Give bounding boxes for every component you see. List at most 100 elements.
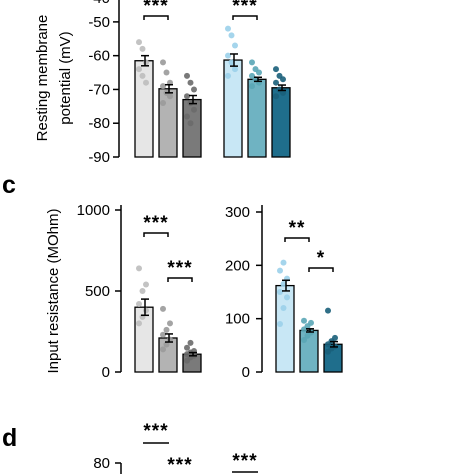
panel-c-left-sig-label: *** [167, 258, 192, 279]
panel-b-blue-point [273, 66, 279, 73]
panel-c-left-point [143, 307, 149, 314]
panel-b-gray-sig-label: *** [143, 0, 168, 17]
panel-c-right-point [308, 319, 314, 326]
panel-b-group-gray: *** [134, 0, 202, 158]
panel-c-left-bars: *** *** [134, 213, 202, 373]
panel-b-gray-point [191, 86, 197, 93]
panel-c-left-point [163, 341, 170, 348]
panel-b-y-axis: -90 -80 -70 -60 -50 -40 [88, 0, 120, 166]
panel-b-blue-point [228, 59, 235, 66]
panel-b-blue-point [225, 25, 231, 32]
panel-c-left-point [163, 326, 170, 333]
panel-d-sig-3: *** [232, 451, 257, 472]
panel-b-y-tick-label: -50 [88, 14, 110, 31]
panel-c-left-y-tick-label: 0 [102, 364, 110, 381]
panel-c-left-point [136, 265, 142, 272]
panel-b-y-tick-label: -80 [88, 115, 110, 132]
panel-b-blue-sig-bracket [232, 15, 258, 20]
panel-c-left-point [136, 300, 142, 307]
panel-b-blue-point [280, 76, 286, 83]
panel-b-gray-sig-bracket [143, 15, 169, 20]
panel-c-right-point [301, 317, 307, 324]
panel-c-left-point [160, 346, 166, 353]
panel-c-right-y-tick-label: 200 [225, 257, 250, 274]
panel-b-blue-point [232, 42, 238, 49]
panel-b: Resting membrane potential (mV) -90 -80 -7… [34, 0, 291, 166]
panel-d: d 80 *** *** *** [2, 421, 258, 474]
panel-b-blue-point [249, 83, 255, 90]
panel-b-blue-point [273, 93, 279, 100]
panel-c-right-point [325, 307, 331, 314]
panel-c-left-y-axis: 0 500 1000 [77, 202, 122, 381]
panel-b-blue-sig-label: *** [232, 0, 257, 17]
panel-c-right-point [277, 321, 283, 327]
panel-c-left-point [160, 331, 166, 338]
panel-c-right-point [280, 259, 287, 266]
panel-c-right-point [280, 281, 287, 287]
panel-c-right-point [332, 334, 338, 341]
panel-b-blue-point [280, 89, 286, 96]
panel-c-left-point [160, 305, 166, 312]
panel-b-y-tick-label: -60 [88, 48, 110, 65]
panel-b-gray-point [167, 93, 173, 100]
panel-b-gray-point [191, 106, 197, 113]
panel-b-blue-point [225, 52, 231, 59]
panel-c-letter: c [2, 171, 16, 199]
panel-c-right-y-tick-label: 0 [242, 364, 250, 381]
panel-c-left-point [167, 320, 173, 327]
panel-c-right-y-axis: 0 100 200 300 [225, 204, 263, 381]
panel-b-gray-point [163, 69, 170, 76]
panel-c-right-point [280, 305, 287, 311]
panel-c-left-sig-label: *** [143, 213, 168, 234]
panel-b-gray-point [187, 79, 194, 86]
panel-b-blue-point [225, 72, 231, 79]
panel-c-right-sig-label: * [317, 248, 325, 269]
panel-b-gray-point [136, 66, 142, 73]
panel-b-gray-bar [158, 88, 178, 158]
panel-c-left-point [139, 288, 146, 294]
panel-c-right-point [301, 337, 307, 343]
panel-b-ylabel-line2: potential (mV) [57, 31, 74, 124]
panel-c-right-y-tick-label: 300 [225, 204, 250, 221]
panel-c-right-point [277, 289, 283, 295]
panel-c-left-point [187, 339, 194, 346]
panel-b-gray-point [139, 45, 146, 52]
panel-c-left-point [184, 344, 190, 351]
panel-b-gray-point [184, 93, 190, 100]
panel-c-right-sig-bracket [308, 267, 334, 272]
panel-d-ytick-label: 80 [93, 455, 110, 472]
panel-c-left-point [143, 281, 149, 288]
panel-b-y-tick-label: -70 [88, 81, 110, 98]
panel-b-gray-point [143, 59, 149, 66]
panel-c-left-sig-bracket [167, 277, 193, 282]
panel-b-gray-point [187, 120, 194, 127]
panel-d-letter: d [2, 424, 17, 452]
panel-c-right-bars: *** [275, 218, 343, 373]
panel-b-gray-point [160, 99, 166, 106]
panel-b-gray-point [160, 83, 166, 90]
panel-b-gray-point [160, 59, 166, 66]
panel-b-blue-point [249, 59, 255, 66]
panel-b-blue-point [273, 79, 279, 86]
panel-c-right-y-tick-label: 100 [225, 311, 250, 328]
panel-b-ylabel-line1: Resting membrane [34, 15, 51, 142]
panel-c-ylabel: Input resistance (MOhm) [45, 208, 62, 373]
panel-b-gray-point [184, 113, 190, 120]
panel-b-blue-point [232, 66, 238, 73]
panel-b-y-tick-label: -90 [88, 149, 110, 166]
panel-b-group-blue: *** [223, 0, 291, 158]
panel-d-sig-2: *** [167, 455, 192, 474]
panel-b-blue-point [256, 69, 262, 76]
panel-c-right-sig-label: ** [289, 218, 306, 239]
panel-c-right-sig-bracket [284, 237, 310, 242]
panel-b-gray-point [136, 39, 142, 46]
panel-b-blue-point [228, 32, 235, 39]
panel-b-gray-point [139, 72, 146, 79]
panel-c-right-point [284, 294, 290, 301]
panel-c-left-y-tick-label: 1000 [77, 202, 110, 219]
panel-c-right-point [277, 267, 283, 274]
panel-b-gray-point [184, 72, 190, 79]
panel-c-left-point [136, 320, 142, 327]
